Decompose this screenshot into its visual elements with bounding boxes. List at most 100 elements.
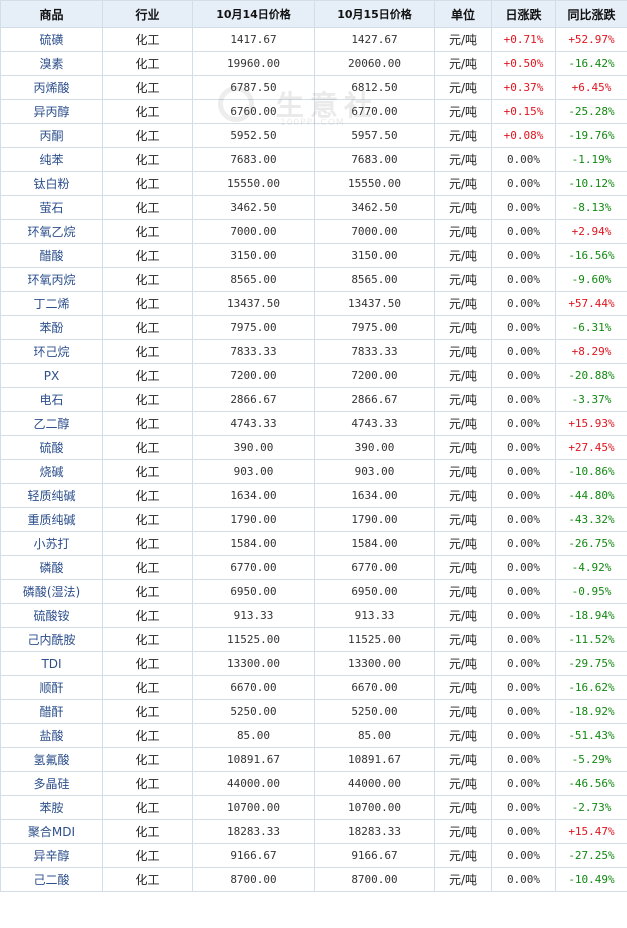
product-name-cell[interactable]: 环氧乙烷 xyxy=(0,219,103,244)
industry-cell: 化工 xyxy=(102,843,193,868)
industry-cell: 化工 xyxy=(102,627,193,652)
unit-cell: 元/吨 xyxy=(434,867,492,892)
price-oct14-cell: 8565.00 xyxy=(192,267,315,292)
price-oct15-cell: 13437.50 xyxy=(314,291,435,316)
product-name-cell[interactable]: 己内酰胺 xyxy=(0,627,103,652)
product-name-cell[interactable]: 萤石 xyxy=(0,195,103,220)
industry-cell: 化工 xyxy=(102,699,193,724)
product-name-cell[interactable]: 纯苯 xyxy=(0,147,103,172)
daily-change-cell: 0.00% xyxy=(491,507,556,532)
table-row: 钛白粉 化工 15550.00 15550.00 元/吨 0.00% -10.12% xyxy=(0,171,627,196)
yoy-change-cell: +57.44% xyxy=(555,291,627,316)
price-oct14-cell: 1584.00 xyxy=(192,531,315,556)
product-name-cell[interactable]: 硫磺 xyxy=(0,27,103,52)
daily-change-cell: +0.50% xyxy=(491,51,556,76)
product-name-cell[interactable]: 溴素 xyxy=(0,51,103,76)
industry-cell: 化工 xyxy=(102,675,193,700)
product-name-cell[interactable]: PX xyxy=(0,363,103,388)
product-name-cell[interactable]: 重质纯碱 xyxy=(0,507,103,532)
product-name-cell[interactable]: 轻质纯碱 xyxy=(0,483,103,508)
price-oct14-cell: 6770.00 xyxy=(192,555,315,580)
industry-cell: 化工 xyxy=(102,459,193,484)
yoy-change-cell: -8.13% xyxy=(555,195,627,220)
product-name-cell[interactable]: 多晶硅 xyxy=(0,771,103,796)
product-name-cell[interactable]: 氢氟酸 xyxy=(0,747,103,772)
yoy-change-cell: -9.60% xyxy=(555,267,627,292)
yoy-change-cell: -3.37% xyxy=(555,387,627,412)
product-name-cell[interactable]: 苯酚 xyxy=(0,315,103,340)
price-oct15-cell: 2866.67 xyxy=(314,387,435,412)
price-oct14-cell: 1417.67 xyxy=(192,27,315,52)
price-oct15-cell: 3150.00 xyxy=(314,243,435,268)
yoy-change-cell: -25.28% xyxy=(555,99,627,124)
product-name-cell[interactable]: 丁二烯 xyxy=(0,291,103,316)
unit-cell: 元/吨 xyxy=(434,603,492,628)
product-name-cell[interactable]: 醋酐 xyxy=(0,699,103,724)
product-name-cell[interactable]: 丙酮 xyxy=(0,123,103,148)
product-name-cell[interactable]: 异丙醇 xyxy=(0,99,103,124)
daily-change-cell: +0.37% xyxy=(491,75,556,100)
table-row: 小苏打 化工 1584.00 1584.00 元/吨 0.00% -26.75% xyxy=(0,531,627,556)
table-row: 氢氟酸 化工 10891.67 10891.67 元/吨 0.00% -5.29% xyxy=(0,747,627,772)
price-oct15-cell: 9166.67 xyxy=(314,843,435,868)
yoy-change-cell: -20.88% xyxy=(555,363,627,388)
industry-cell: 化工 xyxy=(102,123,193,148)
table-row: 磷酸(湿法) 化工 6950.00 6950.00 元/吨 0.00% -0.95% xyxy=(0,579,627,604)
daily-change-cell: 0.00% xyxy=(491,291,556,316)
product-name-cell[interactable]: 磷酸 xyxy=(0,555,103,580)
industry-cell: 化工 xyxy=(102,579,193,604)
product-name-cell[interactable]: 苯胺 xyxy=(0,795,103,820)
price-oct15-cell: 903.00 xyxy=(314,459,435,484)
daily-change-cell: 0.00% xyxy=(491,867,556,892)
product-name-cell[interactable]: 环己烷 xyxy=(0,339,103,364)
product-name-cell[interactable]: 环氧丙烷 xyxy=(0,267,103,292)
product-name-cell[interactable]: 硫酸 xyxy=(0,435,103,460)
industry-cell: 化工 xyxy=(102,315,193,340)
unit-cell: 元/吨 xyxy=(434,699,492,724)
industry-cell: 化工 xyxy=(102,195,193,220)
table-row: 环氧丙烷 化工 8565.00 8565.00 元/吨 0.00% -9.60% xyxy=(0,267,627,292)
yoy-change-cell: -18.92% xyxy=(555,699,627,724)
product-name-cell[interactable]: 丙烯酸 xyxy=(0,75,103,100)
daily-change-cell: 0.00% xyxy=(491,795,556,820)
product-name-cell[interactable]: 小苏打 xyxy=(0,531,103,556)
table-row: 纯苯 化工 7683.00 7683.00 元/吨 0.00% -1.19% xyxy=(0,147,627,172)
product-name-cell[interactable]: 顺酐 xyxy=(0,675,103,700)
industry-cell: 化工 xyxy=(102,651,193,676)
yoy-change-cell: -11.52% xyxy=(555,627,627,652)
daily-change-cell: 0.00% xyxy=(491,267,556,292)
product-name-cell[interactable]: 烧碱 xyxy=(0,459,103,484)
header-unit: 单位 xyxy=(434,0,492,28)
product-name-cell[interactable]: 钛白粉 xyxy=(0,171,103,196)
product-name-cell[interactable]: 硫酸铵 xyxy=(0,603,103,628)
price-oct14-cell: 6670.00 xyxy=(192,675,315,700)
product-name-cell[interactable]: 醋酸 xyxy=(0,243,103,268)
daily-change-cell: 0.00% xyxy=(491,747,556,772)
unit-cell: 元/吨 xyxy=(434,315,492,340)
product-name-cell[interactable]: 磷酸(湿法) xyxy=(0,579,103,604)
product-name-cell[interactable]: 己二酸 xyxy=(0,867,103,892)
unit-cell: 元/吨 xyxy=(434,723,492,748)
product-name-cell[interactable]: 盐酸 xyxy=(0,723,103,748)
industry-cell: 化工 xyxy=(102,723,193,748)
yoy-change-cell: -1.19% xyxy=(555,147,627,172)
unit-cell: 元/吨 xyxy=(434,363,492,388)
industry-cell: 化工 xyxy=(102,387,193,412)
table-row: 丁二烯 化工 13437.50 13437.50 元/吨 0.00% +57.44% xyxy=(0,291,627,316)
product-name-cell[interactable]: 异辛醇 xyxy=(0,843,103,868)
product-name-cell[interactable]: 聚合MDI xyxy=(0,819,103,844)
table-row: 磷酸 化工 6770.00 6770.00 元/吨 0.00% -4.92% xyxy=(0,555,627,580)
table-row: 异丙醇 化工 6760.00 6770.00 元/吨 +0.15% -25.28% xyxy=(0,99,627,124)
product-name-cell[interactable]: 电石 xyxy=(0,387,103,412)
daily-change-cell: 0.00% xyxy=(491,435,556,460)
unit-cell: 元/吨 xyxy=(434,27,492,52)
unit-cell: 元/吨 xyxy=(434,339,492,364)
daily-change-cell: 0.00% xyxy=(491,219,556,244)
header-price-oct14: 10月14日价格 xyxy=(192,0,315,28)
price-oct15-cell: 20060.00 xyxy=(314,51,435,76)
daily-change-cell: 0.00% xyxy=(491,819,556,844)
price-oct15-cell: 7683.00 xyxy=(314,147,435,172)
product-name-cell[interactable]: TDI xyxy=(0,651,103,676)
price-oct14-cell: 7000.00 xyxy=(192,219,315,244)
product-name-cell[interactable]: 乙二醇 xyxy=(0,411,103,436)
